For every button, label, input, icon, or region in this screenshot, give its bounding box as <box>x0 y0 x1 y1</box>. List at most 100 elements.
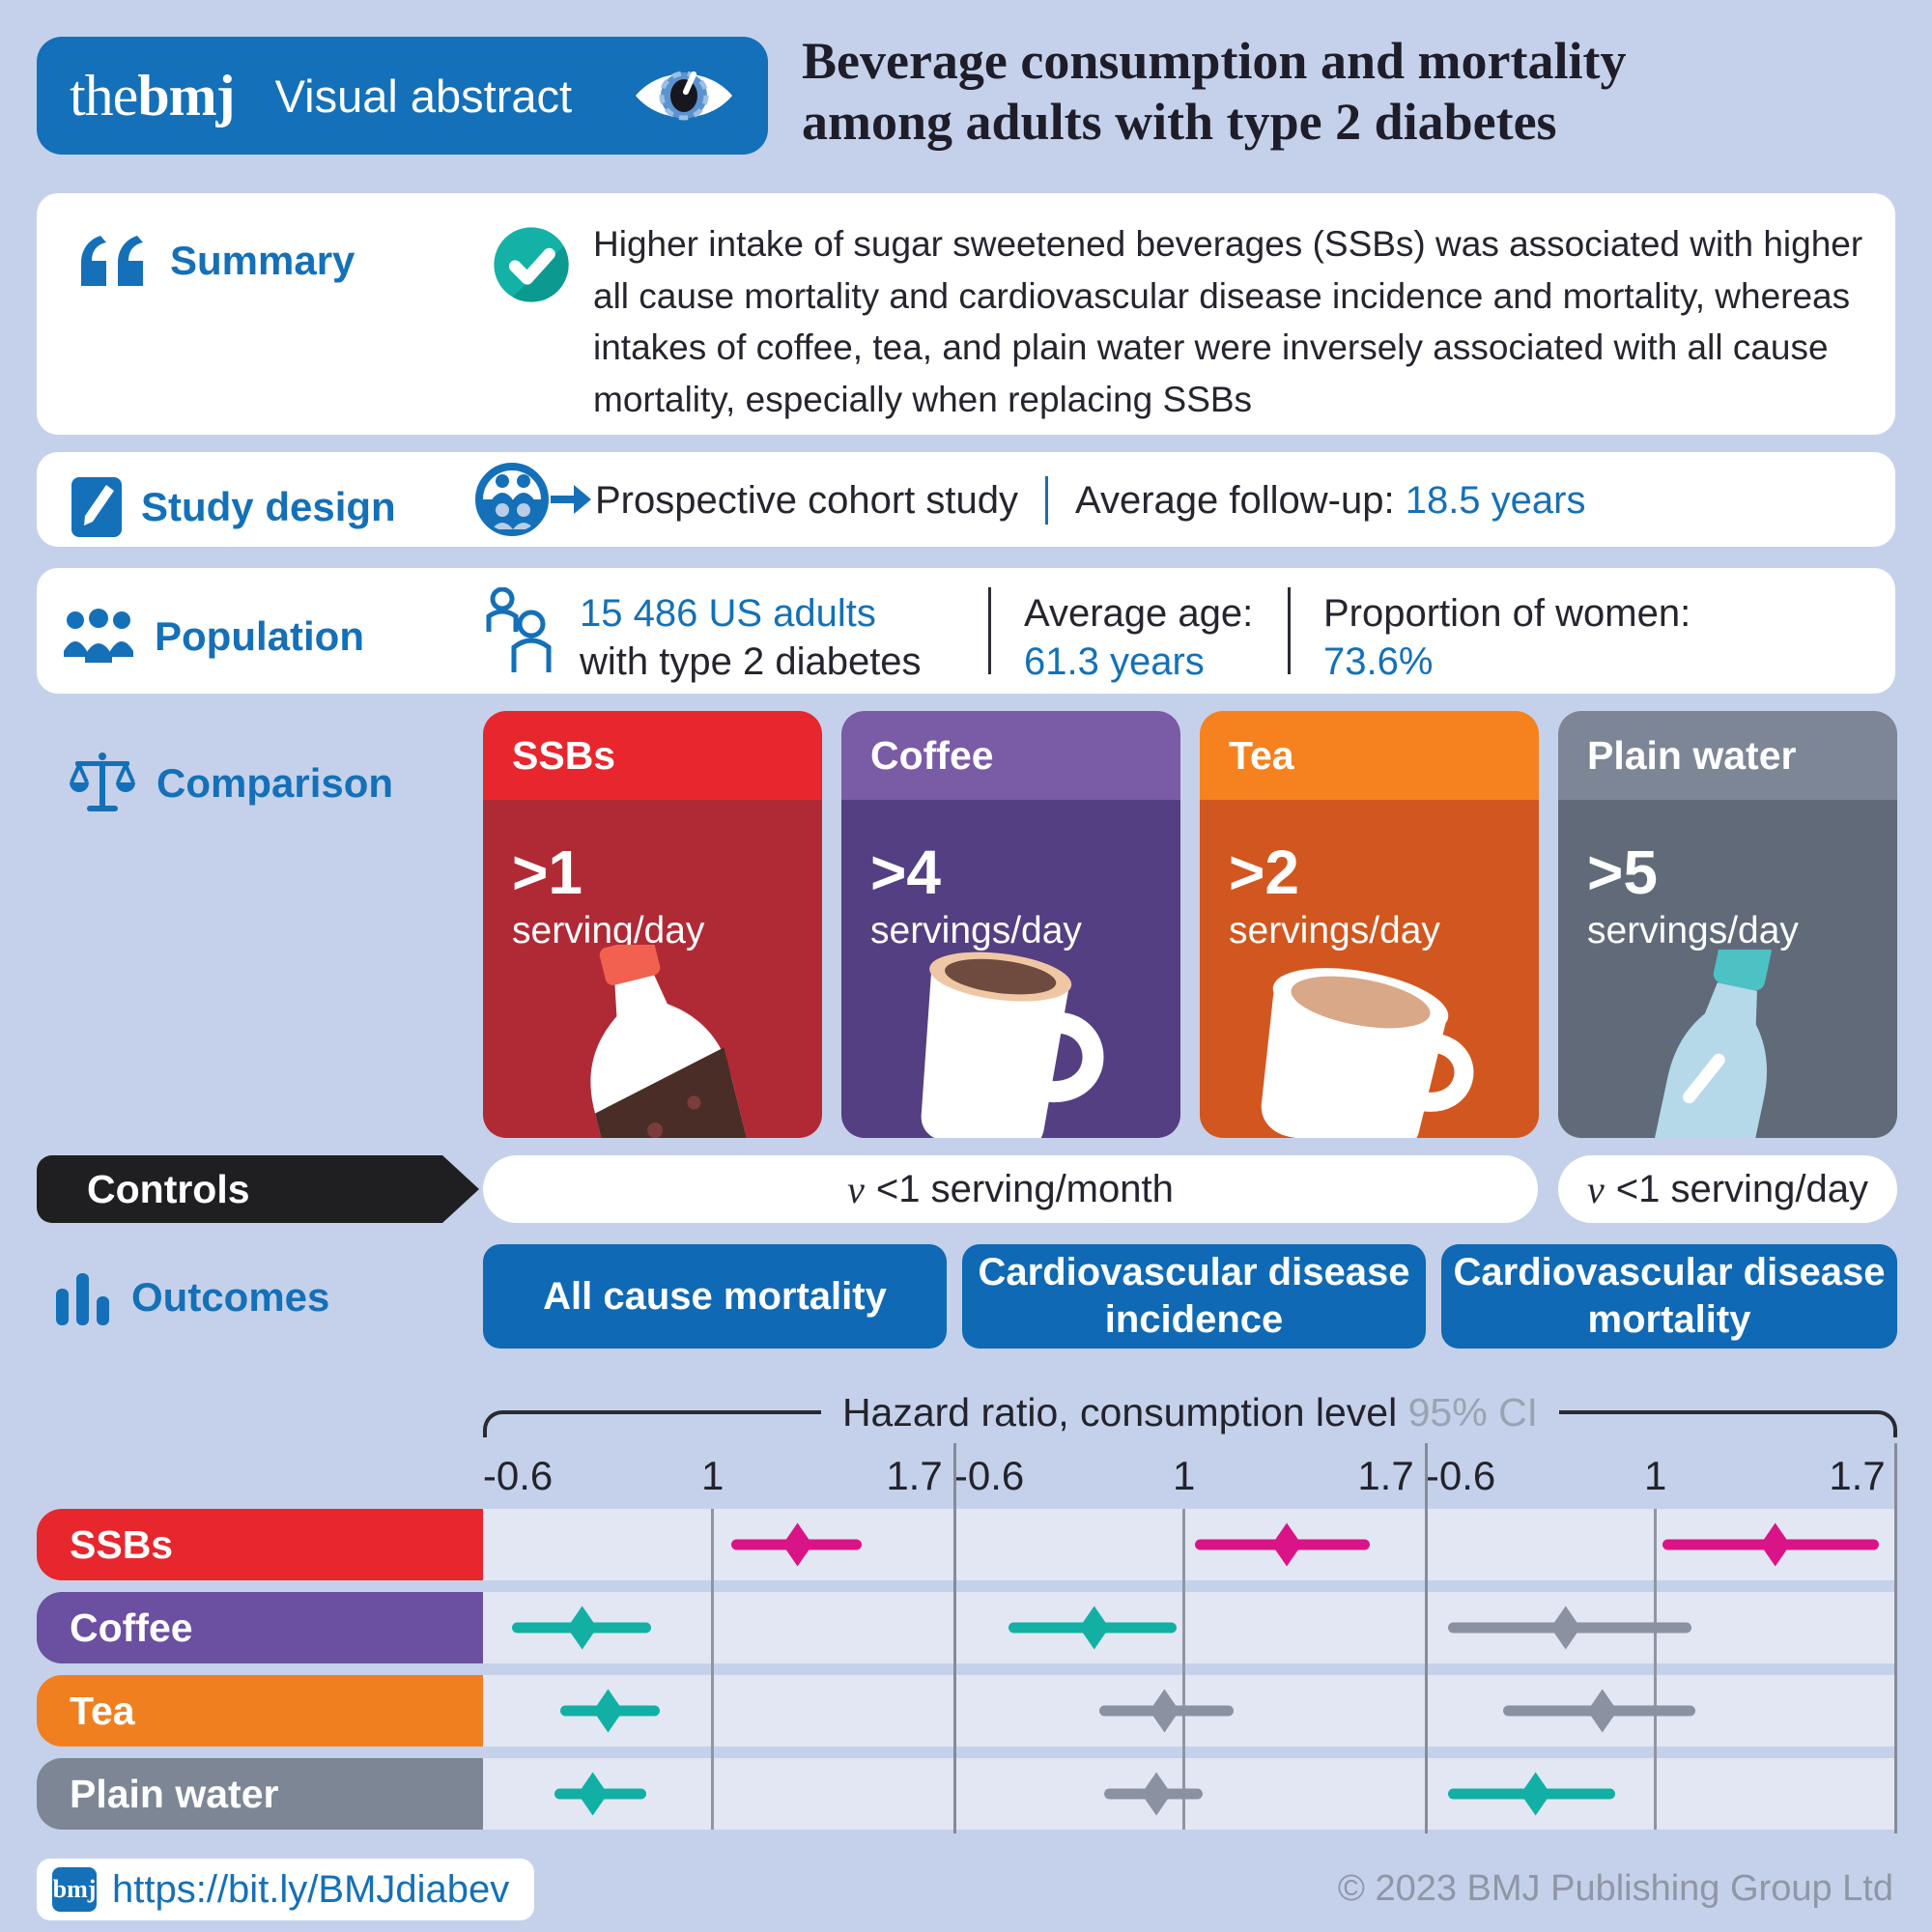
forest-row-label: Plain water <box>37 1758 483 1830</box>
study-design-section: Study design Prospective cohort study <box>37 452 1895 547</box>
outcome-header-all-cause-mortality: All cause mortality <box>483 1244 947 1349</box>
copyright-text: © 2023 BMJ Publishing Group Ltd <box>1337 1868 1893 1909</box>
hazard-ratio-diamond <box>1149 1689 1179 1733</box>
hazard-ratio-diamond <box>1079 1605 1110 1650</box>
forest-row-label: Coffee <box>37 1592 483 1663</box>
forest-cell <box>954 1592 1426 1663</box>
forest-row: Plain water <box>37 1758 1897 1830</box>
population-label: Population <box>62 609 364 665</box>
divider <box>1045 476 1048 525</box>
controls-tag: Controls <box>37 1155 479 1223</box>
summary-section: Summary Higher intake of sugar sweetened… <box>37 193 1895 435</box>
card-tea: Tea >2 servings/day <box>1200 711 1539 1138</box>
forest-cell <box>1426 1758 1897 1830</box>
card-coffee-title: Coffee <box>841 711 1180 800</box>
hazard-ratio-diamond <box>1587 1689 1618 1733</box>
forest-cell <box>483 1592 954 1663</box>
forest-cell <box>1426 1675 1897 1747</box>
axis-ticks-panel-2: -0.6 1 1.7 <box>953 1453 1414 1498</box>
comparison-label: Comparison <box>68 752 393 815</box>
people-icon <box>64 609 133 663</box>
axis-ticks-panel-1: -0.6 1 1.7 <box>482 1453 943 1498</box>
forest-cell <box>483 1675 954 1747</box>
forest-cell <box>1426 1592 1897 1663</box>
visual-abstract-badge: Visual abstract <box>274 70 573 122</box>
reference-gridline <box>1182 1509 1185 1830</box>
hazard-ratio-diamond <box>1271 1522 1302 1567</box>
divider <box>988 587 991 674</box>
panel-divider <box>1425 1443 1428 1833</box>
quote-icon <box>81 236 143 286</box>
pencil-icon <box>71 477 122 537</box>
scales-icon <box>70 753 135 811</box>
control-serving-day: v <1 serving/day <box>1558 1155 1897 1223</box>
footer-link-pill: bmj https://bit.ly/BMJdiabev <box>37 1859 535 1920</box>
panel-divider <box>1894 1443 1897 1833</box>
footer-link[interactable]: https://bit.ly/BMJdiabev <box>112 1867 510 1911</box>
forest-plot: Hazard ratio, consumption level 95% CI -… <box>37 1389 1898 1853</box>
card-ssbs: SSBs >1 serving/day <box>483 711 822 1138</box>
bracket-left <box>483 1410 821 1437</box>
hazard-ratio-diamond <box>1760 1522 1791 1567</box>
card-ssbs-title: SSBs <box>483 711 822 800</box>
forest-cell <box>954 1758 1426 1830</box>
card-coffee-body: >4 servings/day <box>841 800 1180 1138</box>
card-ssbs-body: >1 serving/day <box>483 800 822 1138</box>
outcome-header-cvd-incidence: Cardiovascular disease incidence <box>962 1244 1426 1349</box>
forest-cell <box>954 1675 1426 1747</box>
hazard-ratio-header: Hazard ratio, consumption level 95% CI <box>483 1389 1898 1437</box>
divider <box>1288 587 1291 674</box>
forest-row-label: Tea <box>37 1675 483 1747</box>
panel-divider <box>953 1443 956 1833</box>
reference-gridline <box>711 1509 714 1830</box>
coffee-mug-icon <box>921 952 1103 1138</box>
outcome-header-cvd-mortality: Cardiovascular disease mortality <box>1441 1244 1897 1349</box>
card-plain-water-body: >5 servings/day <box>1558 800 1897 1138</box>
forest-row: Tea <box>37 1675 1897 1747</box>
population-section: Population 15 486 US adults with type 2 … <box>37 568 1895 694</box>
card-plain-water-title: Plain water <box>1558 711 1897 800</box>
control-serving-month: v <1 serving/month <box>483 1155 1538 1223</box>
water-bottle-icon <box>1650 950 1772 1138</box>
hazard-ratio-diamond <box>1550 1605 1581 1650</box>
outcomes-label: Outcomes <box>54 1267 329 1327</box>
check-icon <box>491 224 572 310</box>
population-age: Average age: 61.3 years <box>1024 592 1254 683</box>
reference-gridline <box>1654 1509 1657 1830</box>
card-coffee: Coffee >4 servings/day <box>841 711 1180 1138</box>
study-design-details: Prospective cohort study Average follow-… <box>595 476 1585 525</box>
bmj-logo-box: thebmj Visual abstract <box>37 37 768 155</box>
card-tea-body: >2 servings/day <box>1200 800 1539 1138</box>
forest-cell <box>1426 1509 1897 1580</box>
summary-label: Summary <box>79 234 355 288</box>
forest-cell <box>483 1509 954 1580</box>
population-women: Proportion of women: 73.6% <box>1323 592 1691 683</box>
summary-text: Higher intake of sugar sweetened beverag… <box>593 224 1863 419</box>
hazard-ratio-diamond <box>567 1605 598 1650</box>
bracket-right <box>1559 1410 1898 1437</box>
forest-rows: SSBs Coffee Tea Plain water <box>37 1509 1897 1841</box>
hazard-ratio-diamond <box>578 1772 609 1816</box>
population-count: 15 486 US adults with type 2 diabetes <box>580 592 922 683</box>
hazard-ratio-diamond <box>782 1522 813 1567</box>
people-outline-icon <box>481 586 556 681</box>
soda-bottle-icon <box>589 945 749 1138</box>
hazard-ratio-diamond <box>1141 1772 1172 1816</box>
hazard-ratio-diamond <box>1520 1772 1551 1816</box>
page-title: Beverage consumption and mortality among… <box>802 32 1627 152</box>
card-plain-water: Plain water >5 servings/day <box>1558 711 1897 1138</box>
study-design-label: Study design <box>71 477 396 537</box>
bar-chart-icon <box>56 1273 109 1325</box>
bmj-wordmark: thebmj <box>70 63 236 128</box>
forest-row: Coffee <box>37 1592 1897 1663</box>
forest-row: SSBs <box>37 1509 1897 1580</box>
card-tea-title: Tea <box>1200 711 1539 800</box>
bmj-square-icon: bmj <box>52 1867 97 1912</box>
forest-cell <box>954 1509 1426 1580</box>
forest-cell <box>483 1758 954 1830</box>
cohort-icon <box>473 460 593 544</box>
hazard-ratio-diamond <box>592 1689 623 1733</box>
eye-icon <box>636 71 732 121</box>
forest-row-label: SSBs <box>37 1509 483 1580</box>
